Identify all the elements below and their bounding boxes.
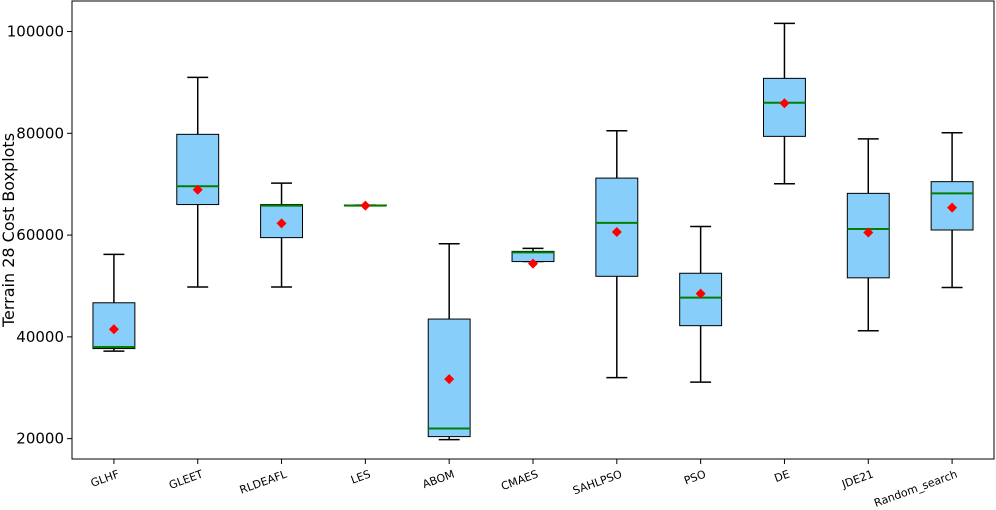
y-axis-label: Terrain 28 Cost Boxplots: [0, 133, 18, 328]
y-axis: 20000 40000 60000 80000 100000: [7, 23, 72, 448]
mean-marker: [779, 98, 790, 109]
y-tick-label: 20000: [16, 430, 64, 448]
mean-marker: [360, 200, 371, 211]
mean-marker: [276, 218, 287, 229]
x-tick-label: GLEET: [167, 468, 205, 492]
x-tick-label: ABOM: [421, 468, 456, 492]
x-tick-label: PSO: [682, 467, 708, 487]
y-tick-label: 60000: [16, 226, 64, 244]
box-les: [343, 200, 387, 211]
x-tick-label: DE: [773, 468, 792, 486]
x-axis: GLHF GLEET RLDEAFL LES ABOM CMAES SAHLPSO PSO DE…: [89, 459, 959, 510]
mean-marker: [611, 227, 622, 238]
box-rldeafl: [260, 182, 304, 288]
iqr-box: [679, 272, 723, 327]
box-random-search: [930, 132, 974, 289]
mean-marker: [444, 374, 455, 385]
box-gleet: [176, 76, 220, 288]
mean-marker: [528, 258, 538, 269]
box-cmaes: [511, 247, 555, 269]
y-tick-label: 40000: [16, 328, 64, 346]
box-pso: [679, 225, 723, 383]
mean-marker: [108, 324, 119, 335]
x-tick-label: Random_search: [872, 468, 959, 510]
box-glhf: [92, 253, 136, 352]
box-abom: [427, 242, 471, 441]
box-jde21: [846, 138, 890, 332]
mean-marker: [863, 227, 874, 238]
iqr-box: [92, 302, 136, 350]
boxes-group: [92, 22, 974, 441]
y-tick-label: 100000: [7, 23, 64, 41]
x-tick-label: RLDEAFL: [238, 467, 289, 496]
x-tick-label: JDE21: [839, 468, 875, 492]
mean-marker: [695, 288, 706, 299]
x-tick-label: GLHF: [89, 468, 121, 490]
mean-marker: [192, 184, 203, 195]
y-tick-label: 80000: [16, 124, 64, 142]
plot-area: [71, 0, 995, 460]
x-tick-label: CMAES: [499, 468, 540, 493]
x-tick-label: LES: [349, 468, 372, 487]
box-de: [763, 22, 806, 185]
x-tick-label: SAHLPSO: [571, 467, 624, 497]
iqr-box: [930, 181, 974, 231]
mean-marker: [947, 202, 958, 213]
box-sahlpso: [595, 130, 639, 379]
